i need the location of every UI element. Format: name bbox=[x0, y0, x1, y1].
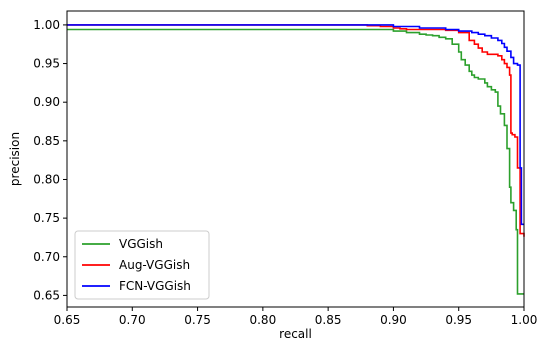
x-tick-label: 0.65 bbox=[54, 313, 81, 327]
series-line-vggish bbox=[67, 28, 524, 295]
legend-box bbox=[74, 230, 210, 300]
series-layer bbox=[67, 24, 525, 295]
x-axis-ticks: 0.65 0.70 0.75 0.80 0.85 0.90 0.95 1.00 bbox=[54, 307, 538, 327]
plot-frame bbox=[66, 10, 525, 308]
x-tick-label: 0.75 bbox=[184, 313, 211, 327]
legend: VGGish Aug-VGGish FCN-VGGish bbox=[74, 230, 210, 300]
y-tick-label: 0.80 bbox=[33, 172, 60, 186]
legend-label: Aug-VGGish bbox=[119, 258, 190, 272]
x-tick-label: 1.00 bbox=[511, 313, 538, 327]
x-tick-label: 0.85 bbox=[315, 313, 342, 327]
x-tick-label: 0.90 bbox=[380, 313, 407, 327]
y-tick-label: 1.00 bbox=[33, 18, 60, 32]
y-tick-label: 0.85 bbox=[33, 134, 60, 148]
legend-label: FCN-VGGish bbox=[119, 279, 191, 293]
y-axis-label: precision bbox=[8, 132, 22, 186]
x-tick-label: 0.95 bbox=[445, 313, 472, 327]
series-line-fcn-vggish bbox=[67, 24, 524, 226]
series-line-aug-vggish bbox=[67, 24, 525, 237]
y-tick-label: 0.65 bbox=[33, 288, 60, 302]
y-tick-label: 0.75 bbox=[33, 211, 60, 225]
x-tick-label: 0.80 bbox=[249, 313, 276, 327]
legend-label: VGGish bbox=[119, 237, 163, 251]
y-tick-label: 0.90 bbox=[33, 95, 60, 109]
y-axis-ticks: 0.65 0.70 0.75 0.80 0.85 0.90 0.95 1.00 bbox=[33, 18, 67, 302]
x-tick-label: 0.70 bbox=[119, 313, 146, 327]
y-tick-label: 0.70 bbox=[33, 250, 60, 264]
y-tick-label: 0.95 bbox=[33, 57, 60, 71]
x-axis-label: recall bbox=[279, 327, 312, 341]
